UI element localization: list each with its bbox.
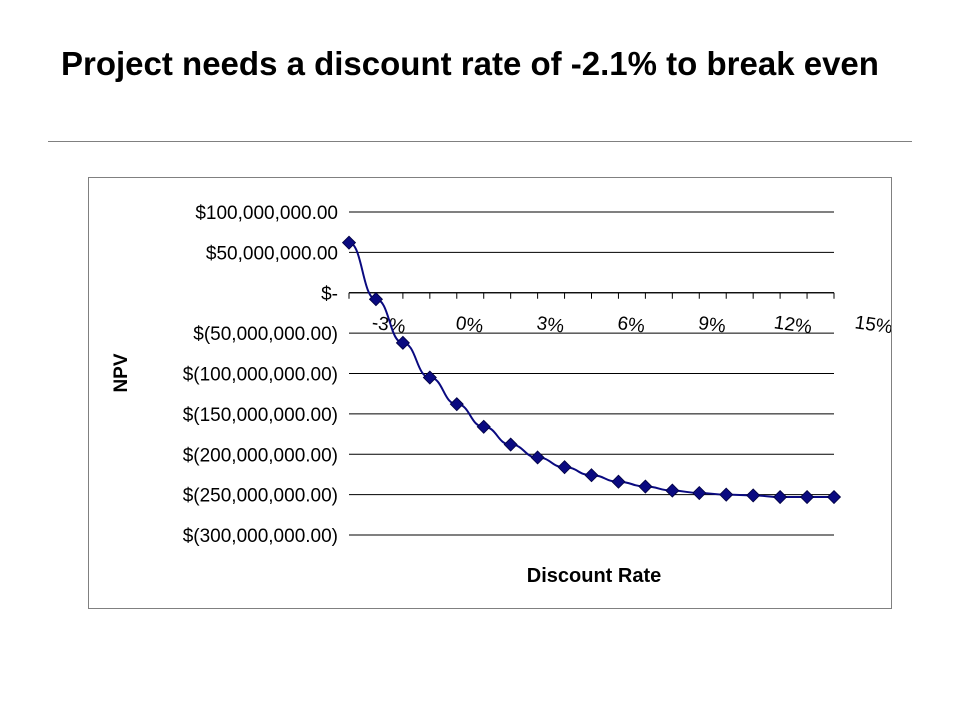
x-tick-label: 0% — [454, 313, 484, 338]
data-point — [692, 485, 707, 501]
data-point — [557, 460, 572, 475]
data-point — [476, 419, 491, 434]
y-tick-label: $(250,000,000.00) — [183, 486, 338, 507]
data-point — [422, 370, 437, 385]
data-point — [584, 468, 599, 483]
npv-chart: $100,000,000.00 $50,000,000.00 $- $(50,000,… — [111, 203, 891, 587]
series-line — [348, 241, 834, 499]
x-tick-label: 15% — [853, 312, 891, 338]
title-divider — [48, 141, 912, 142]
y-tick-label: $(100,000,000.00) — [183, 365, 338, 386]
data-point — [665, 483, 680, 498]
x-tick-label: 3% — [535, 313, 565, 338]
data-point — [799, 489, 815, 505]
y-axis-title: NPV — [111, 353, 132, 392]
x-axis: -3% 0% 3% 6% 9% 12% 15% — [348, 292, 891, 338]
data-point — [368, 292, 384, 307]
y-tick-label: $(50,000,000.00) — [193, 324, 338, 345]
series-npv — [341, 235, 842, 505]
data-point — [341, 235, 357, 250]
y-tick-label: $(150,000,000.00) — [183, 405, 338, 426]
slide-title: Project needs a discount rate of -2.1% t… — [61, 45, 879, 82]
data-point — [530, 450, 545, 465]
data-point — [719, 487, 734, 502]
y-tick-label: $- — [321, 284, 338, 305]
y-tick-label: $(200,000,000.00) — [183, 445, 338, 466]
data-point — [503, 437, 518, 452]
y-tick-labels: $100,000,000.00 $50,000,000.00 $- $(50,000,… — [183, 203, 338, 547]
data-point — [746, 488, 761, 503]
x-tick-label: 9% — [697, 313, 727, 338]
chart-frame: $100,000,000.00 $50,000,000.00 $- $(50,000,… — [88, 177, 892, 609]
y-tick-label: $100,000,000.00 — [195, 203, 338, 224]
y-tick-label: $50,000,000.00 — [206, 243, 338, 264]
x-tick-label: 12% — [773, 312, 814, 338]
data-point — [449, 397, 464, 412]
x-axis-title: Discount Rate — [527, 565, 661, 587]
data-point — [395, 335, 410, 350]
y-tick-label: $(300,000,000.00) — [183, 526, 338, 547]
x-tick-label: 6% — [616, 313, 646, 338]
data-point — [638, 479, 653, 494]
data-point — [773, 489, 788, 505]
data-point — [611, 474, 626, 489]
data-point — [826, 489, 842, 505]
